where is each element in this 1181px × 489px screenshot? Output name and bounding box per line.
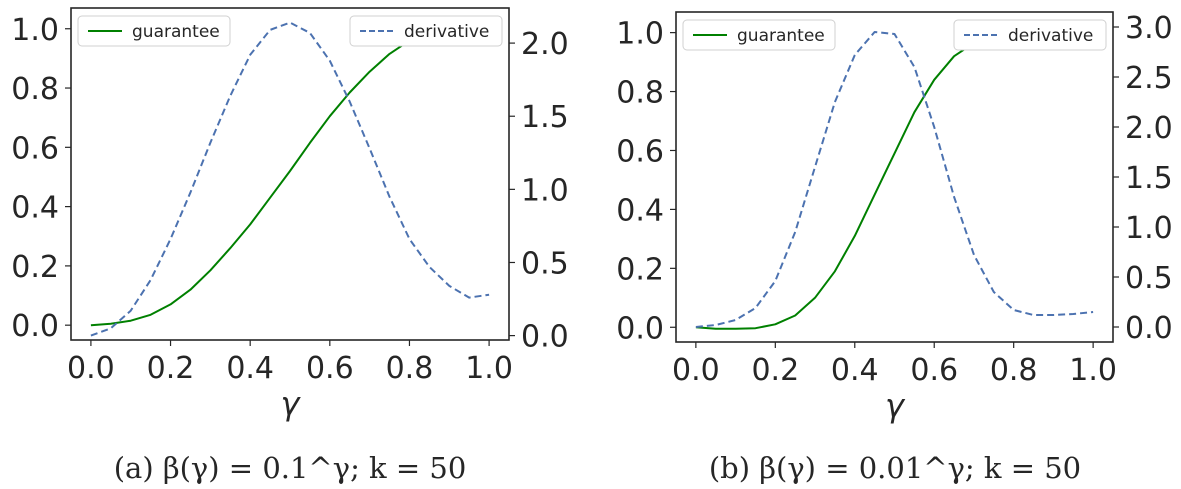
x-tick-label: 0.6 xyxy=(910,353,958,388)
y-left-tick-label: 0.6 xyxy=(11,131,59,166)
legend-box xyxy=(349,15,503,47)
series-line-guarantee xyxy=(90,21,490,327)
series-line-guarantee xyxy=(695,25,1094,330)
x-tick-label: 0.4 xyxy=(831,353,879,388)
x-tick-label: 0.0 xyxy=(67,351,115,386)
legend-box xyxy=(953,19,1107,51)
y-right-tick-label: 2.0 xyxy=(1125,111,1173,146)
y-left-tick-label: 0.8 xyxy=(11,72,59,107)
plot-frame xyxy=(70,7,510,341)
y-right-tick-label: 1.5 xyxy=(1125,161,1173,196)
y-left-tick-label: 0.0 xyxy=(616,311,664,346)
plot-frame xyxy=(675,11,1114,343)
legend-label: derivative xyxy=(1008,26,1093,46)
x-tick-label: 0.8 xyxy=(386,351,434,386)
x-tick-label: 1.0 xyxy=(465,351,513,386)
legend-box xyxy=(682,19,836,51)
y-left-tick-label: 0.6 xyxy=(616,134,664,169)
x-tick-label: 0.4 xyxy=(226,351,274,386)
y-left-tick-label: 0.4 xyxy=(11,191,59,226)
legend-label: guarantee xyxy=(737,26,825,46)
chart-panel-b: 0.0 0.2 0.4 0.6 0.8 1.00.00.20.40.60.81.00.00… xyxy=(616,11,1172,485)
legend-label: guarantee xyxy=(132,22,220,42)
series-line-derivative xyxy=(695,31,1094,328)
x-tick-label: 0.2 xyxy=(751,353,799,388)
legend-derivative: derivative xyxy=(953,19,1107,51)
x-tick-label: 1.0 xyxy=(1069,353,1117,388)
y-right-tick-label: 1.0 xyxy=(521,173,569,208)
y-left-tick-label: 0.8 xyxy=(616,76,664,111)
legend-guarantee: guarantee xyxy=(682,19,836,51)
x-tick-label: 0.0 xyxy=(672,353,720,388)
chart-panel-a: 0.0 0.2 0.4 0.6 0.8 1.00.00.20.40.60.81.00.00… xyxy=(11,7,569,485)
y-right-tick-label: 0.5 xyxy=(1125,261,1173,296)
x-tick-label: 0.8 xyxy=(990,353,1038,388)
y-right-tick-label: 2.0 xyxy=(521,27,569,62)
x-tick-label: 0.2 xyxy=(147,351,195,386)
x-axis-label: γ xyxy=(281,385,302,423)
y-right-tick-label: 0.5 xyxy=(521,246,569,281)
legend-box xyxy=(77,15,231,47)
x-tick-label: 0.6 xyxy=(306,351,354,386)
y-left-tick-label: 0.2 xyxy=(11,250,59,285)
legend-derivative: derivative xyxy=(349,15,503,47)
y-left-tick-label: 1.0 xyxy=(616,17,664,52)
y-left-tick-label: 0.4 xyxy=(616,193,664,228)
y-right-tick-label: 0.0 xyxy=(1125,311,1173,346)
y-right-tick-label: 3.0 xyxy=(1125,11,1173,46)
y-right-tick-label: 1.0 xyxy=(1125,211,1173,246)
y-left-tick-label: 0.2 xyxy=(616,252,664,287)
y-left-tick-label: 1.0 xyxy=(11,13,59,48)
panel-caption: (b) β(γ) = 0.01^γ; k = 50 xyxy=(709,451,1081,485)
y-left-tick-label: 0.0 xyxy=(11,309,59,344)
legend-guarantee: guarantee xyxy=(77,15,231,47)
panel-caption: (a) β(γ) = 0.1^γ; k = 50 xyxy=(114,451,467,485)
legend-label: derivative xyxy=(404,22,489,42)
x-axis-label: γ xyxy=(885,387,906,425)
series-line-derivative xyxy=(90,21,490,337)
y-right-tick-label: 1.5 xyxy=(521,100,569,135)
y-right-tick-label: 0.0 xyxy=(521,320,569,355)
y-right-tick-label: 2.5 xyxy=(1125,61,1173,96)
